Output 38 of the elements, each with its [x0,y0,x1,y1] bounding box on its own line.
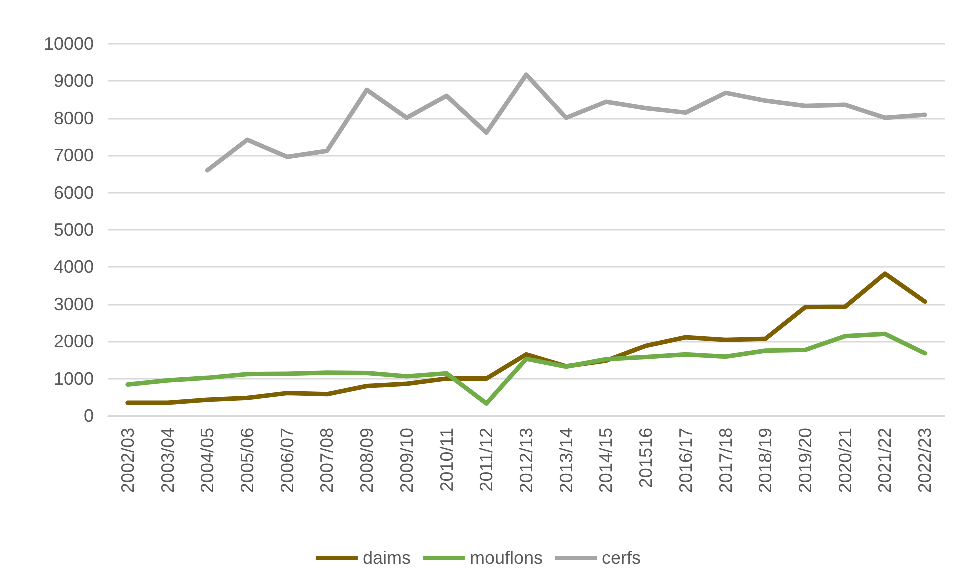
x-tick-label: 2020/21 [835,428,856,494]
x-tick-label: 2006/07 [277,428,298,494]
x-tick-label: 2007/08 [317,428,338,494]
x-tick-label: 2005/06 [238,428,258,494]
line-series [205,72,928,173]
y-tick-label: 1000 [54,368,94,389]
x-tick-label: 2010/11 [436,428,457,492]
y-tick-label: 3000 [54,294,94,314]
x-tick-label: 2017/18 [716,428,736,494]
y-tick-label: 10000 [44,34,94,54]
x-tick-label: 2014/15 [596,428,616,494]
y-tick-label: 5000 [54,220,94,240]
y-tick-label: 0 [84,406,94,426]
legend-label: daims [362,548,411,568]
x-tick-label: 2002/03 [118,428,138,494]
x-tick-label: 2011/12 [476,428,497,492]
x-tick-label: 2012/13 [516,428,536,494]
x-tick-label: 2008/09 [357,428,378,494]
x-tick-label: 2003/04 [158,428,178,494]
x-tick-label: 201516 [636,428,656,488]
legend-label: cerfs [602,548,642,568]
x-tick-label: 2019/20 [796,428,816,494]
x-tick-label: 2013/14 [556,428,576,494]
line-series [126,272,928,406]
legend-label: mouflons [470,548,544,568]
x-tick-label: 2018/19 [756,428,776,494]
x-tick-label: 2016/17 [676,428,696,494]
x-tick-label: 2004/05 [198,428,218,494]
x-tick-label: 2009/10 [396,428,417,494]
y-tick-label: 2000 [54,332,94,352]
y-tick-label: 4000 [54,257,94,278]
x-tick-label: 2021/22 [875,428,896,494]
y-tick-label: 6000 [54,182,94,203]
y-tick-label: 7000 [54,146,94,166]
y-tick-label: 9000 [54,71,94,92]
line-series [126,332,928,406]
y-tick-label: 8000 [54,108,94,128]
x-tick-label: 2022/23 [915,428,936,494]
